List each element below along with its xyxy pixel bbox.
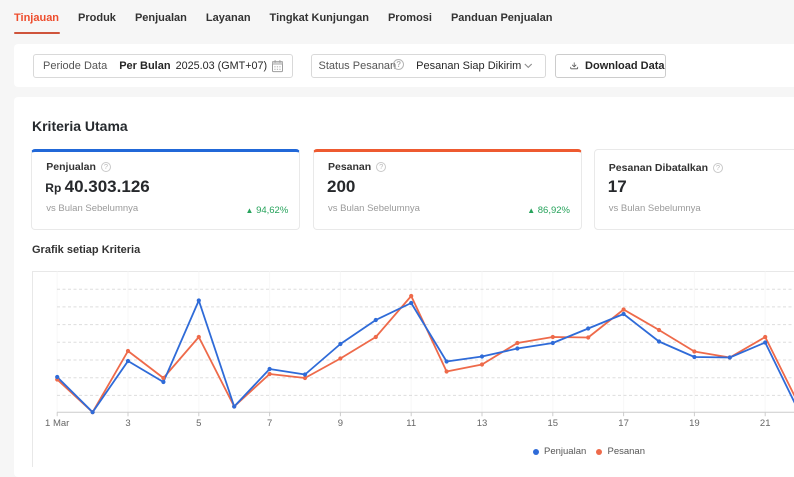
svg-text:7: 7 [267, 418, 272, 429]
svg-text:5: 5 [196, 418, 201, 429]
svg-text:17: 17 [618, 418, 629, 429]
svg-text:1 Mar: 1 Mar [45, 418, 69, 429]
svg-text:19: 19 [689, 418, 700, 429]
svg-text:11: 11 [406, 418, 416, 429]
svg-text:15: 15 [548, 418, 559, 429]
svg-text:9: 9 [338, 418, 343, 429]
svg-text:21: 21 [760, 418, 771, 429]
svg-text:13: 13 [477, 418, 488, 429]
svg-text:3: 3 [125, 418, 130, 429]
